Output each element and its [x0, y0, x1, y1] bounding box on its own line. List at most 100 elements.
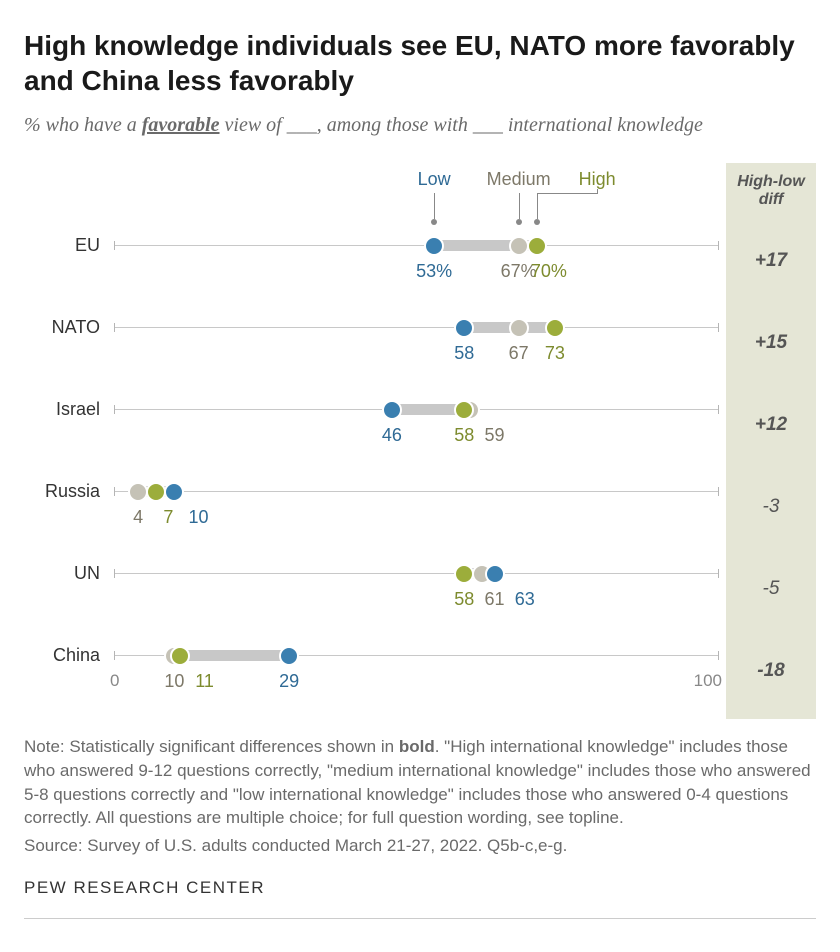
axis-tick	[114, 241, 115, 250]
dot-low	[454, 318, 474, 338]
chart-subtitle: % who have a favorable view of ___, amon…	[24, 112, 816, 139]
subtitle-post: view of ___, among those with ___ intern…	[220, 114, 703, 136]
brand: PEW RESEARCH CENTER	[24, 878, 816, 898]
axis-tick	[114, 487, 115, 496]
legend-label: Medium	[487, 169, 551, 190]
axis-min: 0	[110, 671, 119, 691]
source-line: Source: Survey of U.S. adults conducted …	[24, 834, 816, 858]
chart-row: NATO 58 67 73	[24, 309, 718, 391]
dot-low	[424, 236, 444, 256]
axis-line	[114, 573, 718, 574]
dot-high	[170, 646, 190, 666]
row-label: Israel	[24, 391, 114, 420]
diff-header: High-low diff	[726, 163, 816, 220]
axis-tick	[718, 405, 719, 414]
axis-tick	[114, 569, 115, 578]
dot-medium	[509, 318, 529, 338]
value-medium: 61	[485, 589, 505, 610]
value-medium: 4	[133, 507, 143, 528]
axis-tick	[718, 241, 719, 250]
footer-rule	[24, 918, 816, 919]
value-high: 73	[545, 343, 565, 364]
axis-tick	[114, 323, 115, 332]
axis-tick	[718, 487, 719, 496]
value-low: 46	[382, 425, 402, 446]
value-high: 58	[454, 425, 474, 446]
dot-medium	[509, 236, 529, 256]
row-label: EU	[24, 227, 114, 256]
dot-high	[146, 482, 166, 502]
dot-high	[454, 400, 474, 420]
dot-high	[545, 318, 565, 338]
row-track: 58 67 73	[114, 309, 718, 391]
legend-leader	[537, 193, 597, 194]
value-low: 29	[279, 671, 299, 692]
dot-high	[527, 236, 547, 256]
row-track: 53%67%70%	[114, 227, 718, 309]
chart-row: EU53%67%70%	[24, 227, 718, 309]
chart-area: Low Medium High EU53%67%70%NATO 58 67 73 Israe…	[24, 163, 816, 719]
row-track: 46 58 59	[114, 391, 718, 473]
subtitle-emph: favorable	[142, 114, 220, 136]
legend-row: Low Medium High	[24, 163, 718, 227]
legend-leader	[597, 189, 598, 194]
dot-low	[279, 646, 299, 666]
legend-leader-dot	[431, 219, 437, 225]
row-label: China	[24, 637, 114, 666]
diff-value: +12	[726, 384, 816, 466]
diff-value: -3	[726, 466, 816, 548]
diff-value: -5	[726, 548, 816, 630]
row-label: Russia	[24, 473, 114, 502]
chart-row: Russia 47 10	[24, 473, 718, 555]
row-track: 47 10	[114, 473, 718, 555]
row-track: 58 61 63	[114, 555, 718, 637]
legend-leader	[434, 193, 435, 219]
chart-row: UN 58 61 63	[24, 555, 718, 637]
diff-value: +15	[726, 302, 816, 384]
legend-leader-dot	[534, 219, 540, 225]
dot-low	[485, 564, 505, 584]
value-low: 53%	[416, 261, 452, 282]
legend-label: High	[579, 169, 616, 190]
value-medium: 10	[164, 671, 184, 692]
axis-line	[114, 327, 718, 328]
row-label: UN	[24, 555, 114, 584]
dot-medium	[128, 482, 148, 502]
value-low: 58	[454, 343, 474, 364]
subtitle-pre: % who have a	[24, 114, 142, 136]
value-medium: 67	[509, 343, 529, 364]
dot-low	[382, 400, 402, 420]
axis-tick	[114, 651, 115, 660]
chart-row: Israel 46 58 59	[24, 391, 718, 473]
value-low: 10	[189, 507, 209, 528]
legend-leader-dot	[516, 219, 522, 225]
axis-max: 100	[694, 671, 722, 691]
axis-tick	[718, 569, 719, 578]
dot-high	[454, 564, 474, 584]
legend-label: Low	[418, 169, 451, 190]
axis-line	[114, 245, 718, 246]
diff-column: High-low diff +17+15+12-3-5-18	[726, 163, 816, 719]
axis-tick	[114, 405, 115, 414]
dot-low	[164, 482, 184, 502]
legend-leader	[537, 193, 538, 219]
footnote: Note: Statistically significant differen…	[24, 735, 816, 830]
row-label: NATO	[24, 309, 114, 338]
diff-value: +17	[726, 220, 816, 302]
chart-title: High knowledge individuals see EU, NATO …	[24, 28, 816, 98]
diff-value: -18	[726, 630, 816, 712]
value-medium: 59	[485, 425, 505, 446]
chart-plot: Low Medium High EU53%67%70%NATO 58 67 73 Israe…	[24, 163, 718, 719]
value-high: 58	[454, 589, 474, 610]
range-bar	[174, 650, 289, 661]
value-high: 70%	[531, 261, 567, 282]
value-high: 7	[163, 507, 173, 528]
value-low: 63	[515, 589, 535, 610]
legend-leader	[519, 193, 520, 219]
axis-tick	[718, 651, 719, 660]
axis-line	[114, 491, 718, 492]
value-high: 11	[195, 671, 214, 692]
row-track: 1011290100	[114, 637, 718, 719]
chart-row: China1011290100	[24, 637, 718, 719]
axis-tick	[718, 323, 719, 332]
